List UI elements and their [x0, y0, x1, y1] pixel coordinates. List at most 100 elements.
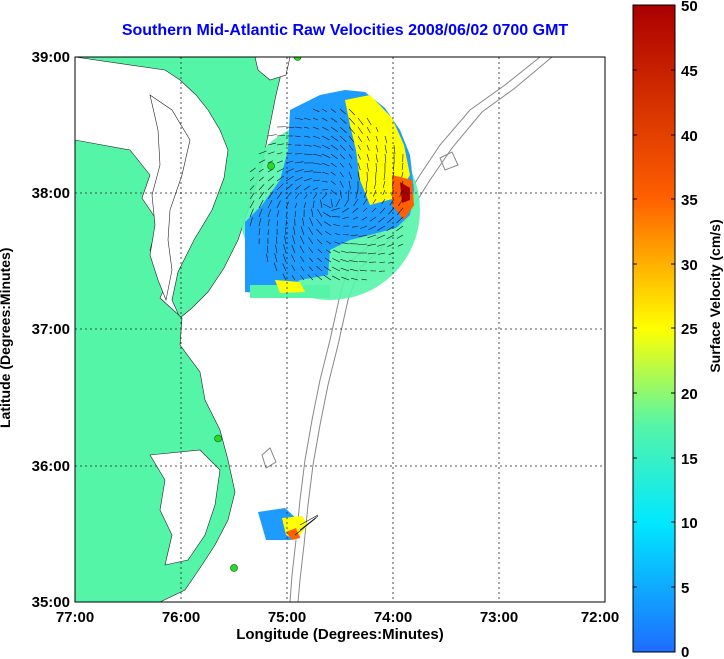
velocity-arrow	[342, 216, 350, 219]
velocity-arrow	[315, 274, 323, 281]
pamlico-sound	[149, 449, 221, 566]
velocity-arrow	[258, 159, 266, 164]
velocity-arrow	[357, 171, 360, 181]
velocity-arrow	[357, 162, 361, 171]
x-tick-label: 76:00	[162, 609, 200, 626]
velocity-arrow	[312, 162, 322, 165]
velocity-arrow	[258, 168, 264, 173]
velocity-arrow	[396, 225, 404, 232]
velocity-arrow	[303, 178, 312, 182]
velocity-arrow	[330, 108, 337, 113]
velocity-arrow	[312, 194, 317, 200]
velocity-arrow	[401, 162, 404, 170]
velocity-arrow	[377, 243, 386, 247]
velocity-arrow	[339, 153, 345, 160]
velocity-arrow	[300, 275, 305, 281]
velocity-arrow	[321, 162, 330, 167]
velocity-arrow	[386, 225, 395, 232]
velocity-arrow	[382, 180, 386, 188]
velocity-arrow	[334, 232, 341, 236]
velocity-arrow	[267, 160, 274, 164]
velocity-arrow	[344, 198, 350, 207]
colorbar-tick-label: 20	[681, 386, 698, 403]
velocity-field-south	[258, 508, 319, 540]
velocity-arrow	[348, 180, 351, 190]
velocity-arrow	[300, 266, 305, 272]
velocity-arrow	[258, 208, 263, 218]
velocity-arrow	[285, 201, 290, 209]
velocity-arrow	[303, 117, 311, 121]
velocity-arrow	[294, 117, 304, 120]
velocity-arrow	[291, 264, 296, 272]
velocity-arrow	[330, 126, 339, 133]
velocity-arrow	[378, 252, 386, 255]
velocity-arrow	[303, 170, 313, 173]
velocity-arrow	[361, 278, 368, 281]
velocity-arrow	[348, 108, 356, 116]
colorbar-tick-label: 5	[681, 580, 689, 597]
station-marker	[230, 564, 238, 572]
velocity-arrow	[291, 275, 296, 281]
velocity-arrow	[285, 175, 294, 182]
velocity-arrow	[369, 216, 377, 222]
velocity-arrow	[386, 234, 395, 239]
velocity-arrow	[284, 235, 287, 245]
velocity-arrow	[378, 216, 386, 223]
velocity-arrow	[316, 218, 323, 227]
x-tick-label: 73:00	[480, 609, 518, 626]
velocity-arrow	[324, 230, 332, 236]
velocity-arrow	[291, 244, 296, 254]
velocity-arrow	[321, 144, 331, 150]
velocity-arrow	[326, 240, 332, 245]
station-marker	[214, 434, 222, 443]
velocity-arrow	[350, 234, 359, 236]
velocity-arrow	[376, 234, 386, 239]
velocity-arrow	[312, 117, 319, 121]
velocity-arrow	[316, 228, 323, 236]
x-tick-label: 77:00	[56, 609, 94, 626]
x-axis-label: Longitude (Degrees:Minutes)	[236, 626, 444, 643]
x-tick-label: 74:00	[374, 609, 412, 626]
velocity-arrow	[267, 183, 275, 191]
velocity-arrow	[307, 274, 314, 281]
velocity-arrow	[381, 198, 386, 205]
velocity-arrow	[335, 198, 341, 208]
velocity-arrow	[323, 266, 332, 272]
velocity-arrow	[249, 200, 255, 209]
velocity-arrow	[303, 144, 312, 147]
velocity-arrow	[375, 144, 379, 153]
velocity-arrow	[330, 153, 338, 159]
velocity-arrow	[276, 160, 283, 164]
velocity-arrow	[368, 225, 377, 230]
velocity-arrow	[309, 257, 314, 263]
velocity-arrow	[382, 189, 386, 196]
station-marker	[267, 162, 275, 170]
velocity-arrow	[358, 234, 368, 238]
velocity-arrow	[366, 144, 370, 151]
velocity-arrow	[249, 185, 255, 191]
velocity-arrow	[276, 236, 278, 245]
velocity-arrow	[300, 226, 305, 236]
velocity-arrow	[388, 207, 395, 215]
velocity-arrow	[387, 243, 395, 247]
velocity-arrow	[332, 258, 341, 263]
velocity-arrow	[340, 250, 350, 254]
velocity-arrow	[371, 207, 377, 213]
velocity-arrow	[353, 198, 359, 207]
velocity-arrow	[331, 207, 341, 211]
velocity-arrow	[339, 162, 344, 168]
velocity-arrow	[308, 247, 314, 254]
velocity-arrow	[348, 171, 353, 180]
velocity-arrow	[357, 126, 363, 134]
velocity-arrow	[349, 268, 359, 272]
colorbar-tick-label: 45	[681, 63, 698, 80]
velocity-arrow	[312, 200, 315, 209]
velocity-arrow	[352, 216, 359, 220]
velocity-arrow	[321, 193, 328, 200]
velocity-arrow	[389, 198, 395, 206]
velocity-arrow	[282, 263, 287, 272]
velocity-arrow	[282, 273, 287, 281]
velocity-arrow	[341, 207, 350, 213]
velocity-arrow	[348, 162, 353, 169]
